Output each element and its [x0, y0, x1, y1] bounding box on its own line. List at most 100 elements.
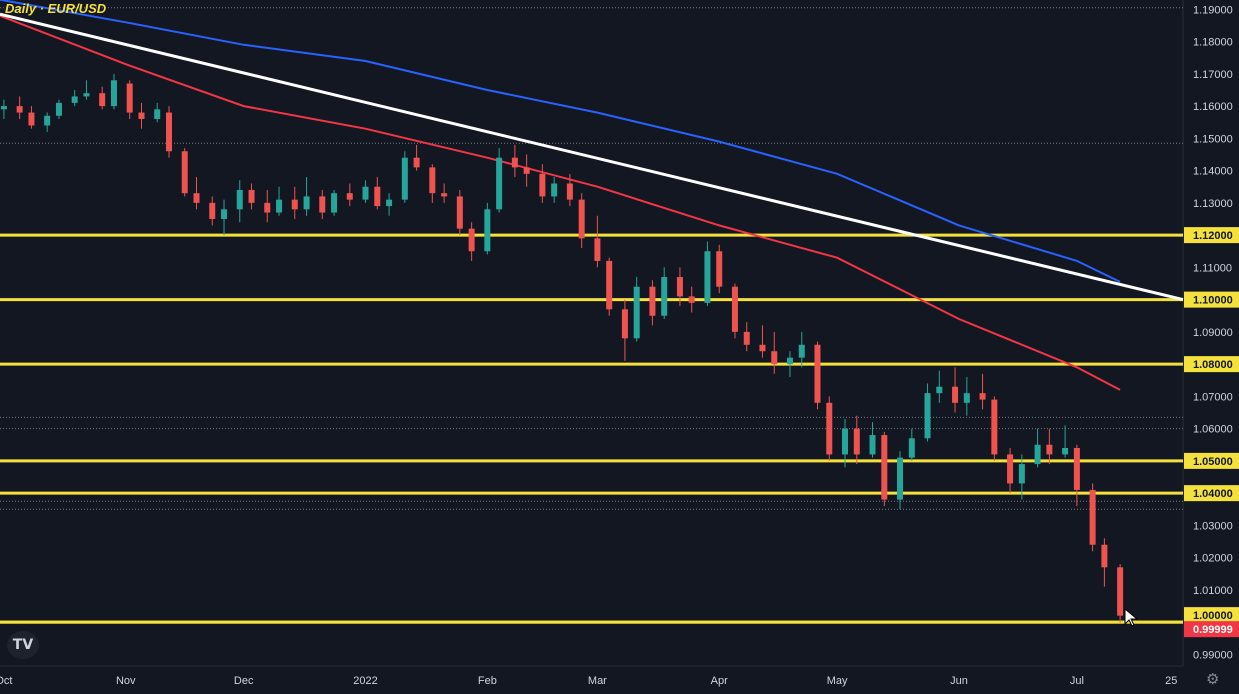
horizontal-levels [0, 233, 1183, 624]
candle-body-up [1034, 444, 1041, 465]
candle-body-down [731, 286, 738, 332]
level-price-label: 1.12000 [1193, 230, 1233, 242]
candle-body-up [704, 251, 711, 303]
gear-icon[interactable]: ⚙ [1206, 670, 1220, 688]
price-axis-label: 1.13000 [1193, 198, 1233, 210]
candle-body-up [1062, 447, 1069, 455]
candle-body-up [924, 393, 931, 439]
time-axis-label: Apr [711, 675, 728, 687]
candles [0, 73, 1124, 623]
candle-body-up [661, 277, 668, 316]
candle-body-up [936, 386, 943, 394]
candle-body-down [319, 196, 326, 213]
price-axis-label: 1.19000 [1193, 4, 1233, 16]
time-axis-ticks: Oct Nov Dec 2022 Feb Mar Apr May Jun Jul 25 [0, 675, 1177, 687]
candle-body-up [55, 102, 62, 116]
level-price-tag [1184, 356, 1239, 373]
time-axis-label: Mar [588, 675, 607, 687]
time-axis-label: 2022 [353, 675, 377, 687]
candle-body-down [759, 344, 766, 352]
last-price-label: 0.99999 [1193, 624, 1233, 636]
price-level-tags: 1.12000 1.10000 1.08000 1.05000 1.04000 1.000… [1184, 227, 1239, 638]
candle-body-down [1073, 447, 1080, 490]
trendline [0, 12, 1184, 302]
price-axis-label: 1.01000 [1193, 585, 1233, 597]
candle-body-down [138, 112, 145, 120]
level-price-label: 1.00000 [1193, 610, 1233, 622]
candle-body-up [786, 357, 793, 365]
candle-body-down [716, 251, 723, 287]
candle-body-up [798, 344, 805, 358]
price-axis-ticks: 1.19000 1.18000 1.17000 1.16000 1.15000 1.140… [1193, 4, 1233, 661]
level-price-tag [1184, 452, 1239, 469]
candle-body-down [594, 238, 601, 261]
time-axis-label: Jun [950, 675, 968, 687]
price-axis-label: 1.11000 [1193, 262, 1232, 274]
price-axis-label: 1.14000 [1193, 166, 1233, 178]
candle-body-down [991, 399, 998, 455]
candle-body-up [386, 199, 393, 207]
candle-body-down [688, 296, 695, 303]
time-axis-label: Nov [116, 675, 136, 687]
candle-body-down [413, 157, 420, 168]
candle-body-up [221, 209, 228, 219]
candle-body-down [979, 393, 986, 400]
candle-body-up [44, 115, 51, 126]
candle-body-down [881, 435, 888, 500]
price-axis-label: 1.09000 [1193, 327, 1233, 339]
last-price-tag [1184, 621, 1239, 638]
candle-body-down [291, 199, 298, 210]
price-axis-label: 1.18000 [1193, 37, 1233, 49]
candle-body-down [814, 344, 821, 403]
candle-body-down [676, 277, 683, 297]
candle-body-up [331, 193, 338, 213]
time-axis-label: 25 [1165, 675, 1177, 687]
candle-body-down [166, 112, 172, 152]
level-price-label: 1.04000 [1193, 488, 1233, 500]
time-axis-label: Oct [0, 675, 12, 687]
candle-body-down [952, 386, 959, 403]
candle-body-down [99, 93, 106, 107]
time-axis-label: Jul [1070, 675, 1084, 687]
price-axis-label: 1.02000 [1193, 553, 1233, 565]
candle-body-down [649, 286, 656, 316]
candle-body-down [456, 196, 463, 229]
moving-average-blue [0, 0, 1121, 283]
mouse-pointer-icon [1124, 608, 1139, 627]
time-axis-label: Dec [234, 675, 254, 687]
candle-body-up [71, 96, 78, 103]
level-price-label: 1.08000 [1193, 359, 1233, 371]
candle-body-down [374, 186, 381, 207]
time-axis-label: May [827, 675, 848, 687]
price-axis-label: 1.06000 [1193, 424, 1233, 436]
candle-body-down [743, 331, 750, 345]
price-axis-label: 1.15000 [1193, 133, 1233, 145]
moving-average-red [0, 14, 1121, 391]
candle-body-down [1089, 489, 1096, 545]
level-price-tag [1184, 291, 1239, 308]
candle-body-down [606, 260, 613, 310]
candle-body-up [1018, 464, 1025, 484]
candle-body-down [346, 193, 353, 200]
candle-body-up [0, 106, 7, 110]
tradingview-logo-icon[interactable]: TV [7, 631, 39, 659]
level-price-label: 1.10000 [1193, 295, 1233, 307]
candle-body-up [236, 189, 243, 210]
level-price-tag [1184, 607, 1239, 624]
price-axis-background [1183, 0, 1239, 694]
candle-body-up [908, 438, 915, 458]
candle-body-down [441, 193, 448, 197]
candle-body-up [551, 183, 558, 197]
time-axis-label: Feb [478, 675, 497, 687]
price-axis-label: 1.16000 [1193, 101, 1233, 113]
candle-body-down [1046, 444, 1053, 455]
indicator-lines [0, 0, 1184, 391]
candle-body-down [853, 428, 860, 455]
candle-body-down [209, 202, 216, 219]
level-price-tag [1184, 485, 1239, 502]
candle-body-down [826, 402, 833, 455]
candle-body-down [523, 167, 530, 174]
candle-body-up [362, 186, 369, 200]
